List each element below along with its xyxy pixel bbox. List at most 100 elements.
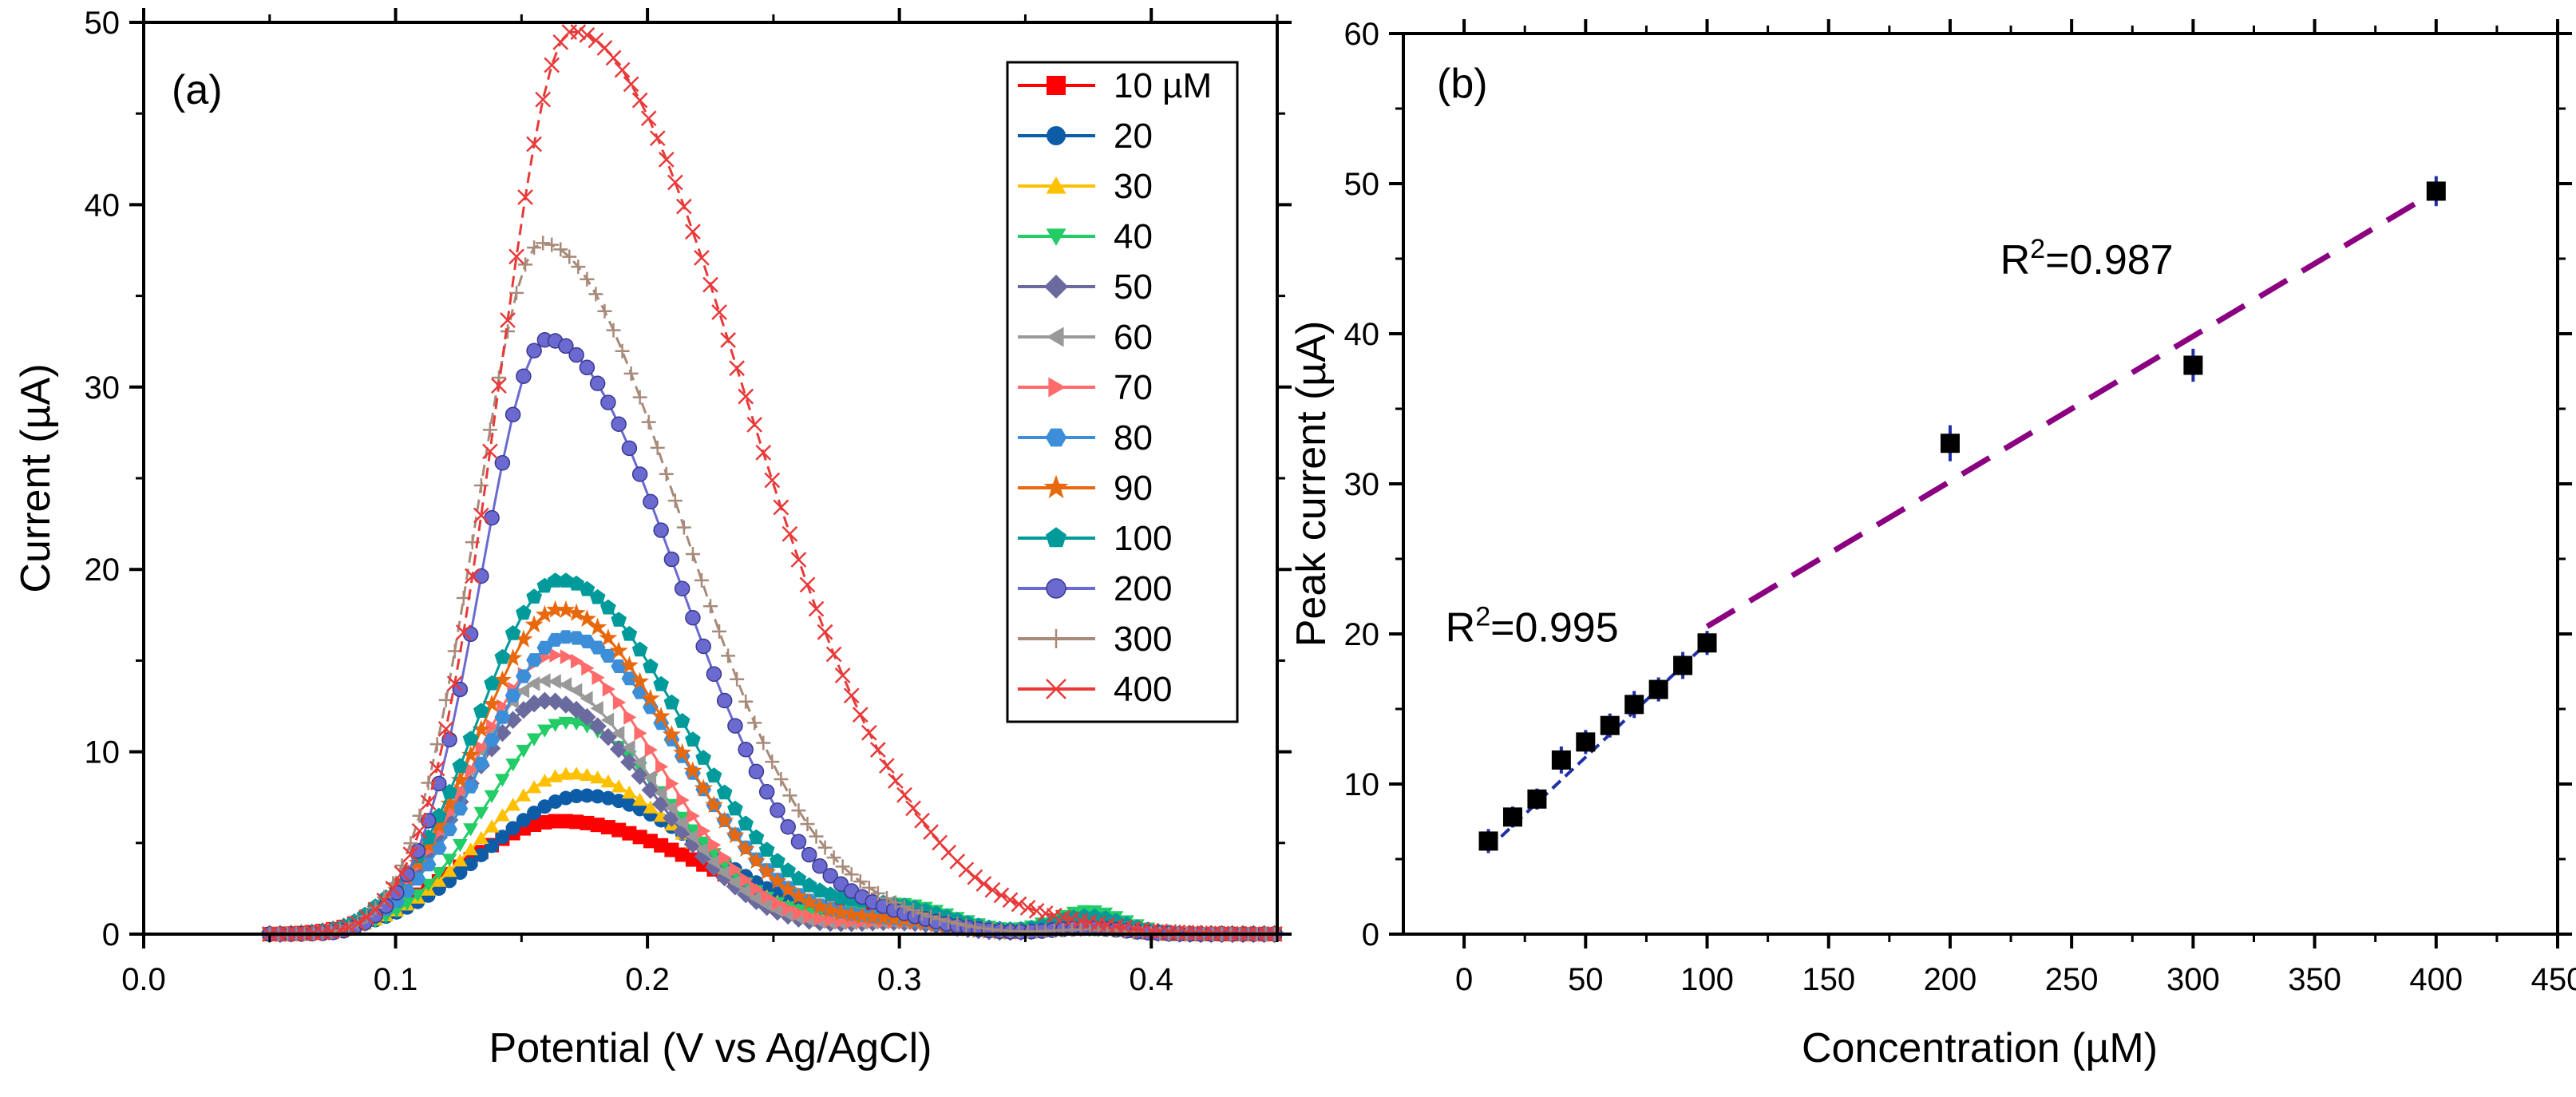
series-10-point [505,625,521,640]
fit-line-2 [1705,188,2438,629]
series-12-point [791,803,806,818]
legend-marker [1046,578,1066,599]
series-3-point [622,786,637,799]
series-2-point [590,789,605,804]
series-13-point [350,915,366,932]
series-9-point [736,839,755,857]
series-7-point [666,776,679,791]
series-4-point [675,811,690,825]
series-8-point [441,822,457,837]
series-5-point [536,691,554,710]
series-12-point [659,466,674,481]
series-9-point [694,778,713,797]
series-9-point [683,761,702,779]
series-9-point [577,609,596,628]
series-13-point [825,646,842,663]
series-8-point [589,640,606,655]
series-3-point [431,873,447,887]
legend-marker [1047,76,1066,95]
series-7-point [570,653,584,669]
point-marker [1576,732,1596,752]
series-9-point [800,893,819,910]
series-7-point [687,808,700,824]
series-13-point [508,248,524,265]
series-5-point [631,766,649,786]
series-9-point [789,886,808,905]
series-7-point [825,913,838,928]
series-3-point [526,780,542,794]
series-5-point [641,781,660,799]
series-10-point [770,853,785,868]
fit-annotation-high-prefix: R [2000,237,2031,283]
series-5-point [546,692,564,711]
series-8-point [494,710,511,724]
series-12-point [817,840,833,855]
series-12-point [721,648,736,663]
series-11-point [716,692,733,709]
b-xtick-label: 150 [1802,962,1855,997]
series-6-point [590,700,603,716]
series-6-point [738,883,752,899]
series-8-point [473,756,489,770]
point-marker [1527,789,1547,809]
series-11-point [579,359,596,376]
series-10-point [748,829,765,845]
series-8-point [430,841,447,855]
series-6-point [706,853,720,869]
series-3-point [632,792,647,806]
series-10-point [621,625,638,641]
series-9-point [651,707,671,725]
series-6-point [632,754,646,770]
series-4-point [441,853,457,867]
series-8-point [505,688,521,703]
series-13-point [685,224,701,240]
series-10-point [473,703,489,718]
legend-marker [1047,126,1066,145]
series-9-point [440,794,459,812]
series-9-point [853,906,872,925]
series-7-point [644,742,658,758]
series-12-point [896,899,912,914]
series-7-point [623,710,637,725]
series-11-point [663,551,680,568]
series-10-point [706,767,722,783]
a-xtick-label: 0.3 [877,962,922,997]
legend-label: 70 [1114,368,1153,407]
series-11-point [770,802,785,818]
legend-entry: 20 [1018,117,1153,156]
series-3-point [505,798,520,811]
b-xtick-label: 0 [1455,962,1473,997]
panel-a-ticks: 0.0 0.1 0.2 0.3 0.4 0 10 20 30 40 50 [85,6,1292,997]
series-13-point [879,758,895,774]
series-13-point [967,869,983,885]
series-9-point [567,603,586,621]
series-13-point [799,576,816,593]
series-9-point [588,617,607,636]
series-7-point [485,719,500,735]
series-12-point [844,867,859,882]
series-9-point [450,770,469,788]
legend-marker [1047,629,1066,648]
series-3-point [558,766,574,780]
legend-label: 50 [1114,267,1153,307]
series-13-point [729,360,746,377]
series-6-point [569,683,583,699]
series-6-point [654,785,667,801]
series-6-point [727,874,742,890]
legend-entry: 30 [1018,167,1153,206]
series-8-point [526,653,542,667]
series-12-point [967,920,983,935]
series-13-point [755,445,772,461]
series-10-point [547,572,564,588]
panel-b-ticks: 0 50 100 150 200 250 300 350 400 450 0 10 20 30 40 50 60 [1344,17,2576,997]
series-7-point [634,726,647,741]
legend-label: 30 [1114,167,1153,206]
series-9-point [472,719,491,738]
series-7-point [761,889,774,905]
series-12-point [924,909,939,924]
series-10-point [526,588,542,604]
legend-entry: 40 [1018,217,1153,256]
series-3-point [580,767,595,781]
series-6-point [537,673,551,688]
series-9-point [662,725,681,743]
